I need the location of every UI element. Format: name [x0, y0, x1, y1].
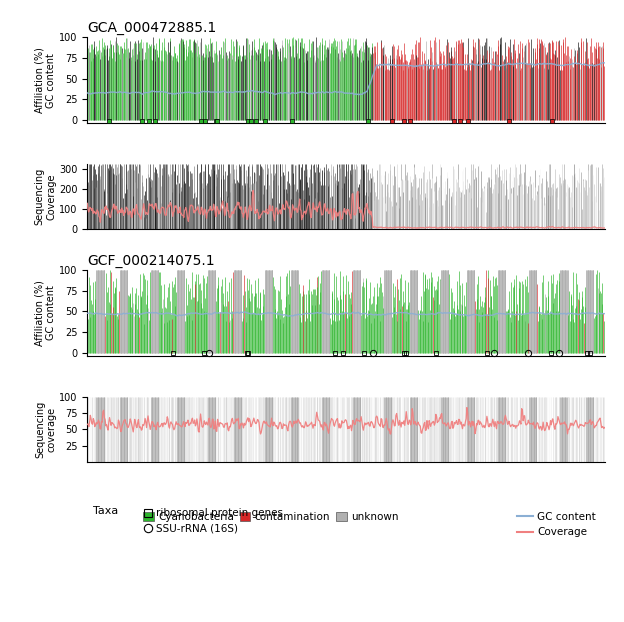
- Y-axis label: Affiliation (%)
GC content: Affiliation (%) GC content: [35, 47, 57, 113]
- Text: Taxa: Taxa: [92, 506, 118, 516]
- Y-axis label: Sequencing
Coverage: Sequencing Coverage: [35, 168, 56, 225]
- Y-axis label: Affiliation (%)
GC content: Affiliation (%) GC content: [35, 280, 57, 346]
- Text: GCF_000214075.1: GCF_000214075.1: [87, 254, 215, 267]
- Text: GCA_000472885.1: GCA_000472885.1: [87, 21, 217, 35]
- Legend: ribosomal protein genes, SSU-rRNA (16S): ribosomal protein genes, SSU-rRNA (16S): [139, 504, 287, 538]
- Y-axis label: Sequencing
coverage: Sequencing coverage: [35, 401, 57, 458]
